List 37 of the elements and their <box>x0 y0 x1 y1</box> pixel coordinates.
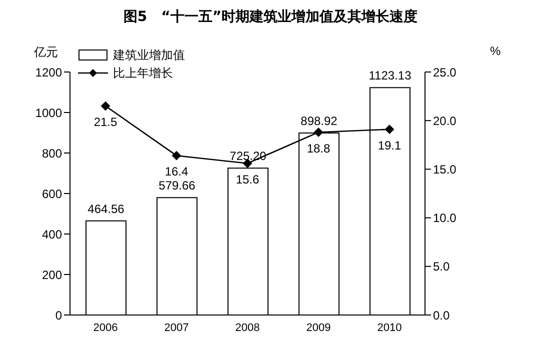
y-tick-label: 600 <box>42 186 62 201</box>
x-tick-label: 2008 <box>235 322 260 334</box>
x-tick-label: 2009 <box>306 322 331 334</box>
y-axis-title: 亿元 <box>34 44 58 61</box>
point <box>172 151 181 160</box>
data-label: 1123.13 <box>368 68 412 83</box>
data-label: 21.5 <box>94 115 118 130</box>
y2-tick-label: 25.0 <box>433 65 457 80</box>
y2-axis-title: % <box>490 44 501 58</box>
y2-tick-label: 15.0 <box>433 162 457 176</box>
x-tick-label: 2010 <box>377 322 402 334</box>
legend-label: 比上年增长 <box>113 65 173 82</box>
data-label: 19.1 <box>378 138 402 152</box>
y-tick-label: 800 <box>42 146 62 160</box>
data-label: 18.8 <box>306 141 330 156</box>
chart-title: 图5 “十一五”时期建筑业增加值及其增长速度 <box>122 8 419 26</box>
y-tick-label: 0 <box>55 308 62 322</box>
y-tick-label: 200 <box>42 268 62 282</box>
y2-tick-label: 10.0 <box>433 211 457 226</box>
y-tick-label: 400 <box>42 227 62 242</box>
legend-label: 建筑业增加值 <box>113 47 185 64</box>
x-tick-label: 2006 <box>93 322 118 334</box>
y2-tick-label: 5.0 <box>433 260 450 274</box>
point <box>101 102 110 111</box>
y2-tick-label: 20.0 <box>433 114 457 128</box>
y2-tick-label: 0.0 <box>433 308 450 322</box>
data-label: 15.6 <box>236 172 260 186</box>
x-tick-label: 2007 <box>164 322 189 334</box>
y-tick-label: 1200 <box>35 65 62 80</box>
data-label: 16.4 <box>164 164 188 179</box>
data-label: 725.20 <box>230 149 267 164</box>
y-tick-label: 1000 <box>35 106 62 120</box>
data-label: 898.92 <box>300 114 338 128</box>
data-label: 579.66 <box>158 178 196 193</box>
point <box>314 128 323 137</box>
point <box>385 124 394 134</box>
data-label: 464.56 <box>88 202 125 216</box>
